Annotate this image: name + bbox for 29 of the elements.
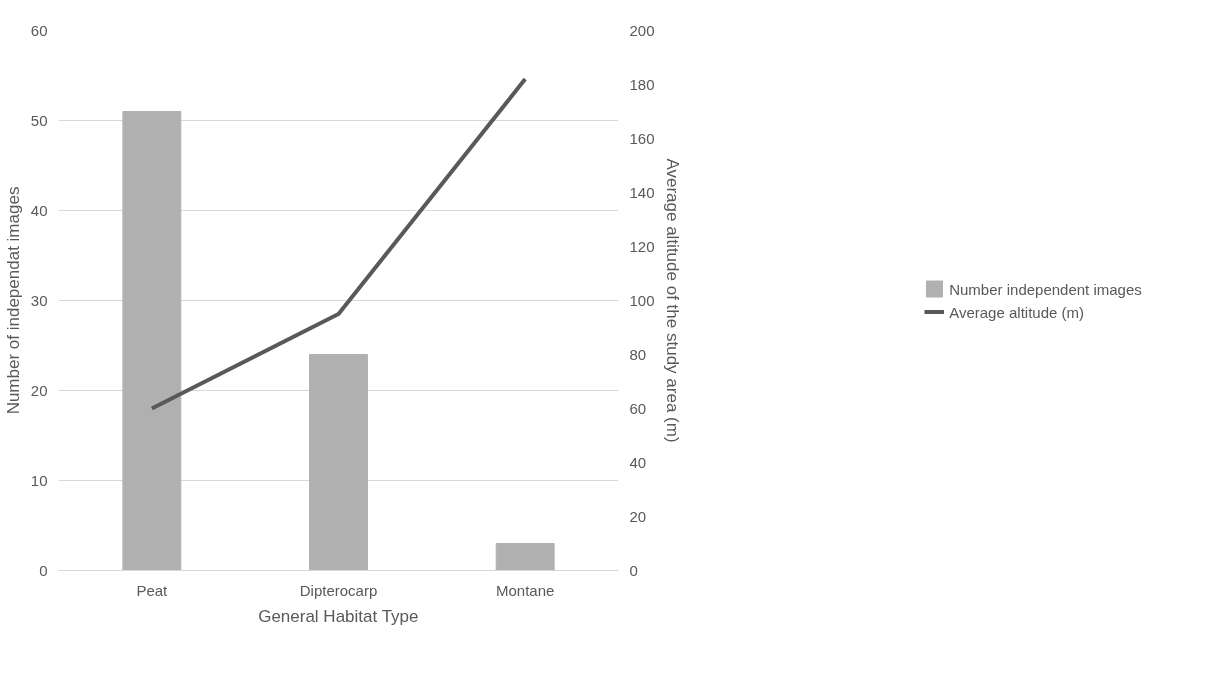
y-tick-label: 0: [39, 561, 48, 579]
y-tick-label: 40: [30, 201, 48, 219]
y2-axis-title: Average altitude of the study area (m): [662, 158, 682, 443]
y-tick-label: 20: [30, 381, 48, 399]
bar: [122, 111, 182, 571]
y2-tick-label: 160: [629, 129, 655, 147]
y-tick-label: 30: [30, 291, 48, 309]
x-tick-label: Montane: [495, 581, 555, 599]
y-tick-label: 50: [30, 111, 48, 129]
y2-tick-label: 20: [629, 507, 647, 525]
y2-tick-label: 80: [629, 345, 647, 363]
y2-tick-label: 60: [629, 399, 647, 417]
y-tick-label: 10: [30, 471, 48, 489]
y2-tick-label: 120: [629, 237, 655, 255]
bar: [495, 543, 555, 571]
y2-tick-label: 180: [629, 75, 655, 93]
legend-label: Number independent images: [949, 280, 1142, 297]
y-tick-label: 60: [30, 21, 48, 39]
y2-tick-label: 140: [629, 183, 655, 201]
x-tick-label: Dipterocarp: [299, 581, 378, 599]
y2-tick-label: 0: [629, 561, 638, 579]
bar: [309, 354, 368, 571]
legend-label: Average altitude (m): [949, 303, 1084, 320]
y2-tick-label: 40: [629, 453, 647, 471]
y-axis-title: Number of independat images: [3, 186, 23, 415]
x-tick-label: Peat: [136, 581, 169, 599]
x-axis-title: General Habitat Type: [258, 606, 419, 626]
y2-tick-label: 100: [629, 291, 655, 309]
y2-tick-label: 200: [629, 21, 655, 39]
